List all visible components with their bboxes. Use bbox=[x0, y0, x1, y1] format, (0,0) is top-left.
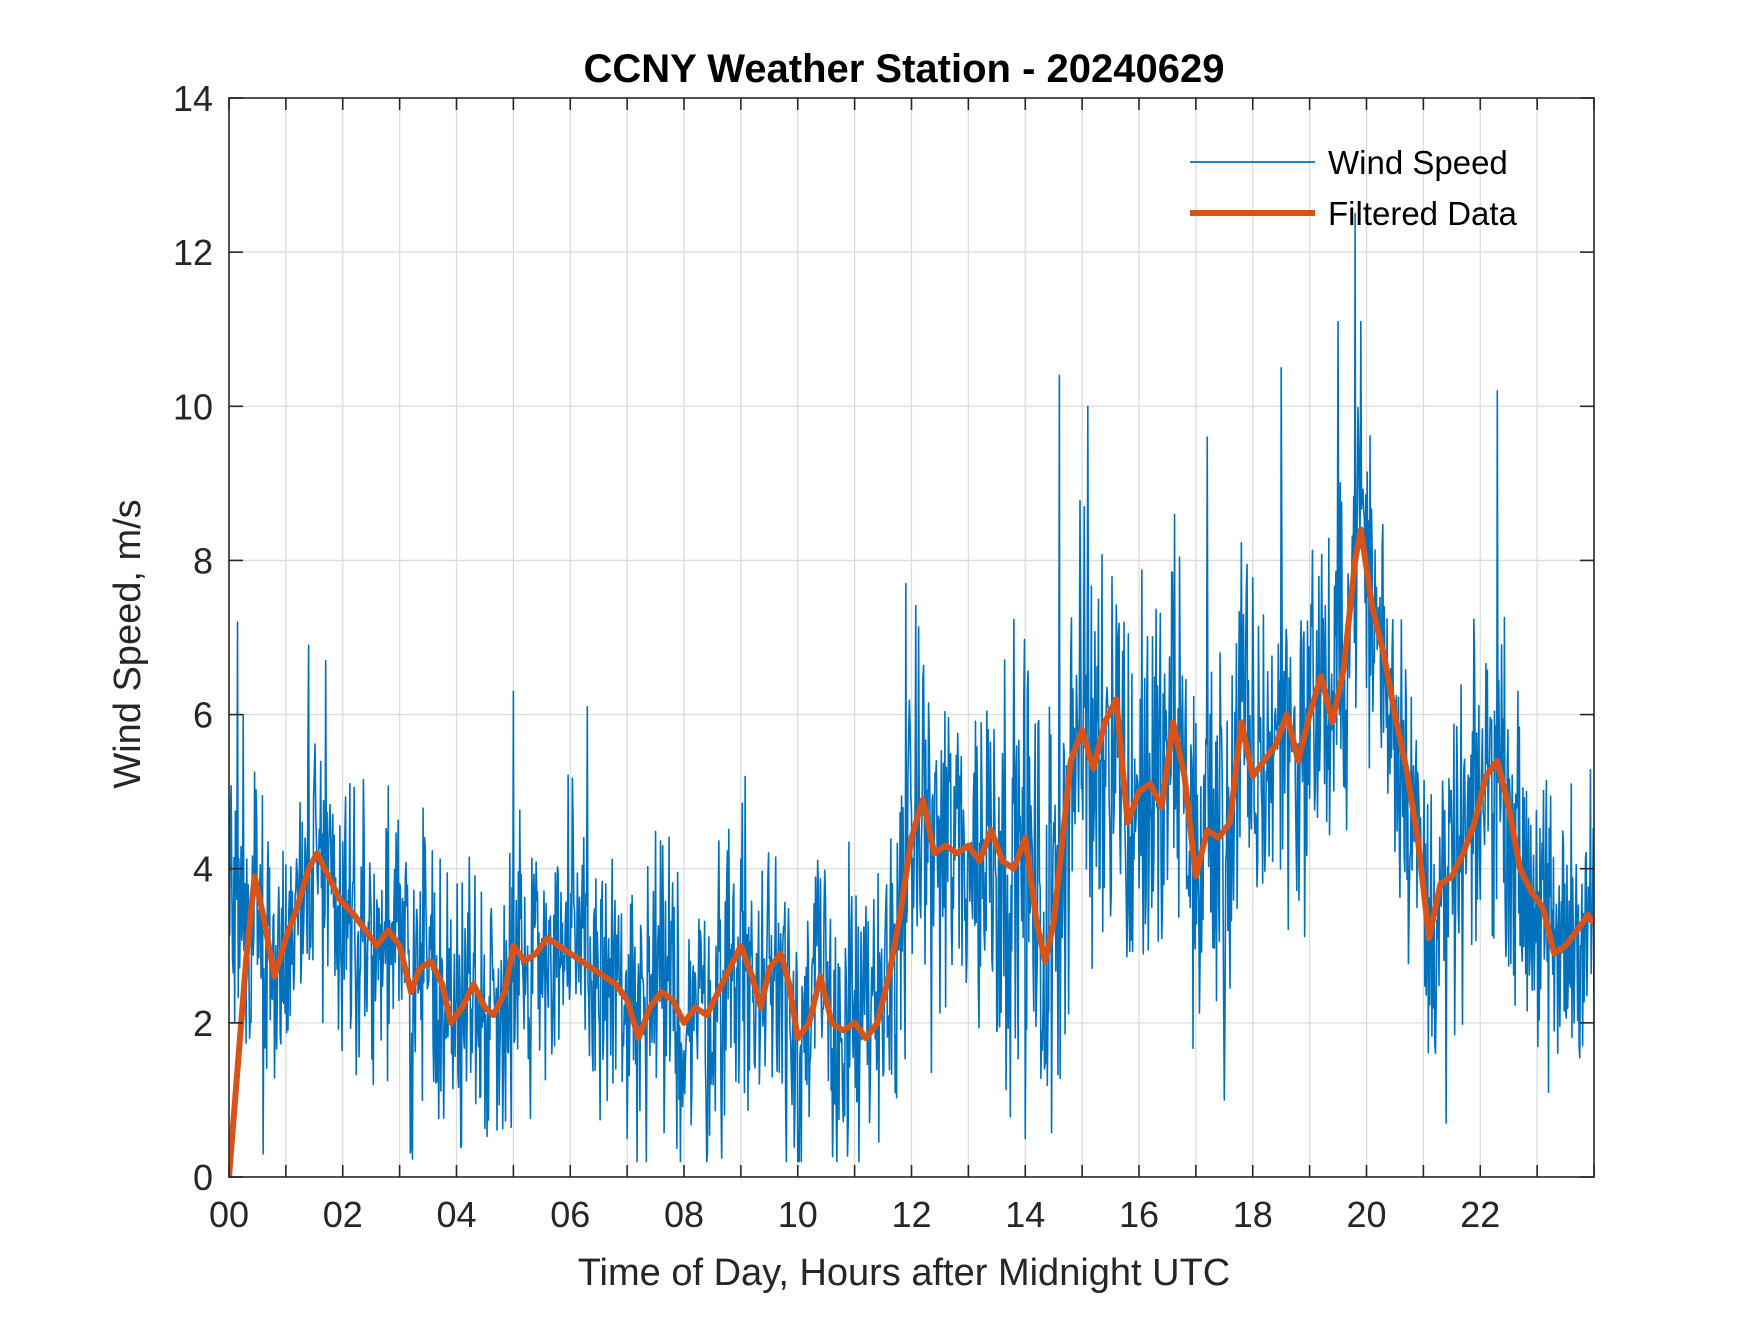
y-tick-label-0: 0 bbox=[193, 1157, 213, 1198]
x-tick-label-08: 08 bbox=[664, 1194, 704, 1235]
y-tick-label-10: 10 bbox=[173, 386, 213, 427]
x-tick-label-04: 04 bbox=[436, 1194, 476, 1235]
series-line-filtered-data bbox=[229, 526, 1594, 1177]
x-axis-label: Time of Day, Hours after Midnight UTC bbox=[578, 1252, 1231, 1294]
legend-label-wind-speed: Wind Speed bbox=[1328, 144, 1508, 181]
y-tick-label-2: 2 bbox=[193, 1003, 213, 1044]
legend: Wind Speed Filtered Data bbox=[1190, 144, 1518, 232]
x-tick-label-14: 14 bbox=[1005, 1194, 1045, 1235]
y-tick-labels: 0 2 4 6 8 10 12 14 bbox=[173, 78, 213, 1198]
chart-title: CCNY Weather Station - 20240629 bbox=[584, 47, 1225, 91]
y-tick-label-14: 14 bbox=[173, 78, 213, 119]
y-tick-label-4: 4 bbox=[193, 849, 213, 890]
x-tick-label-22: 22 bbox=[1460, 1194, 1500, 1235]
y-tick-label-8: 8 bbox=[193, 540, 213, 581]
x-tick-label-16: 16 bbox=[1119, 1194, 1159, 1235]
x-tick-label-20: 20 bbox=[1346, 1194, 1386, 1235]
x-tick-label-12: 12 bbox=[891, 1194, 931, 1235]
tick-marks bbox=[228, 97, 1595, 1178]
y-tick-label-12: 12 bbox=[173, 232, 213, 273]
x-tick-label-10: 10 bbox=[778, 1194, 818, 1235]
x-tick-label-02: 02 bbox=[323, 1194, 363, 1235]
x-tick-label-18: 18 bbox=[1233, 1194, 1273, 1235]
series-layer bbox=[229, 212, 1594, 1177]
x-tick-label-06: 06 bbox=[550, 1194, 590, 1235]
y-axis-label: Wind Speed, m/s bbox=[107, 499, 149, 788]
x-tick-label-00: 00 bbox=[209, 1194, 249, 1235]
series-line-wind-speed bbox=[229, 212, 1594, 1163]
y-tick-label-6: 6 bbox=[193, 695, 213, 736]
legend-label-filtered-data: Filtered Data bbox=[1328, 195, 1518, 232]
x-tick-labels: 00 02 04 06 08 10 12 14 16 18 20 22 bbox=[209, 1194, 1500, 1235]
